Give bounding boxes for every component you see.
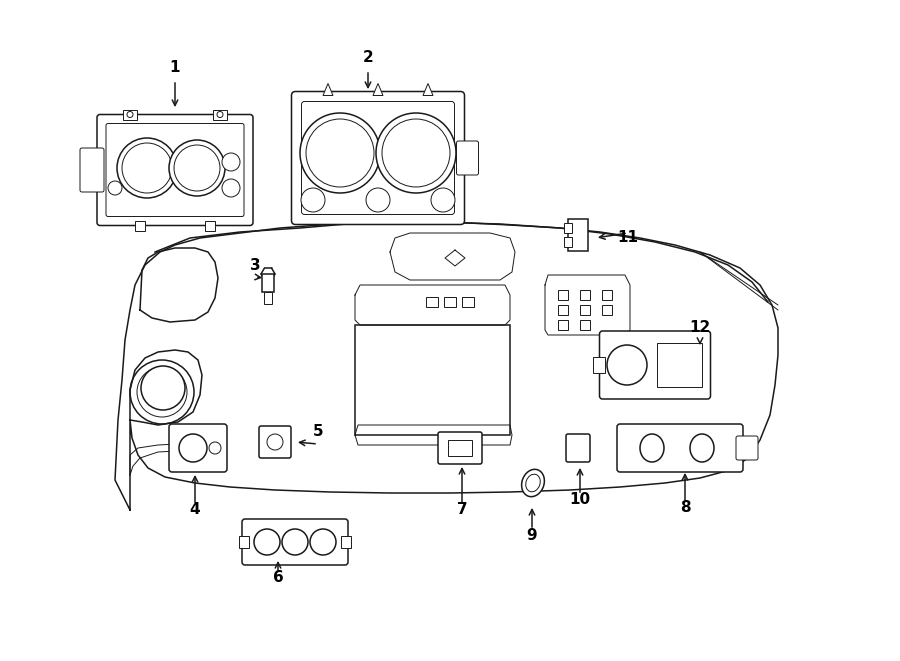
- Bar: [264, 292, 272, 304]
- Circle shape: [122, 143, 172, 193]
- Circle shape: [306, 119, 374, 187]
- Bar: [568, 219, 588, 251]
- Bar: [355, 325, 510, 435]
- Circle shape: [117, 138, 177, 198]
- FancyBboxPatch shape: [617, 424, 743, 472]
- Circle shape: [127, 112, 133, 118]
- Polygon shape: [323, 83, 333, 95]
- Bar: [602, 305, 612, 315]
- Circle shape: [141, 366, 185, 410]
- FancyBboxPatch shape: [259, 426, 291, 458]
- Circle shape: [222, 179, 240, 197]
- Polygon shape: [423, 83, 433, 95]
- Bar: [592, 357, 605, 373]
- Bar: [580, 305, 590, 315]
- Bar: [558, 305, 568, 315]
- Text: 12: 12: [689, 321, 711, 336]
- Bar: [444, 297, 456, 307]
- Bar: [426, 297, 438, 307]
- Circle shape: [254, 529, 280, 555]
- Bar: [135, 221, 145, 231]
- FancyBboxPatch shape: [80, 148, 104, 192]
- Text: 3: 3: [249, 258, 260, 272]
- Circle shape: [174, 145, 220, 191]
- Circle shape: [222, 153, 240, 171]
- Text: 11: 11: [617, 231, 638, 245]
- FancyBboxPatch shape: [736, 436, 758, 460]
- Circle shape: [108, 181, 122, 195]
- Bar: [564, 237, 572, 247]
- Circle shape: [137, 367, 187, 417]
- Text: 4: 4: [190, 502, 201, 518]
- Ellipse shape: [640, 434, 664, 462]
- Circle shape: [152, 382, 172, 402]
- Circle shape: [179, 434, 207, 462]
- Circle shape: [217, 112, 223, 118]
- Bar: [558, 320, 568, 330]
- Bar: [558, 290, 568, 300]
- Bar: [262, 274, 274, 292]
- Bar: [341, 536, 351, 548]
- FancyBboxPatch shape: [292, 91, 464, 225]
- FancyBboxPatch shape: [97, 114, 253, 225]
- Circle shape: [366, 188, 390, 212]
- Text: 1: 1: [170, 61, 180, 75]
- FancyBboxPatch shape: [599, 331, 710, 399]
- Text: 2: 2: [363, 50, 374, 65]
- Ellipse shape: [522, 469, 544, 496]
- Bar: [657, 343, 702, 387]
- Bar: [123, 110, 137, 120]
- Bar: [205, 221, 215, 231]
- Text: 5: 5: [312, 424, 323, 440]
- Text: 6: 6: [273, 570, 284, 586]
- FancyBboxPatch shape: [106, 124, 244, 217]
- Circle shape: [301, 188, 325, 212]
- Text: 9: 9: [526, 527, 537, 543]
- Bar: [213, 110, 227, 120]
- Circle shape: [376, 113, 456, 193]
- FancyBboxPatch shape: [169, 424, 227, 472]
- Bar: [239, 536, 249, 548]
- Polygon shape: [373, 83, 383, 95]
- Circle shape: [431, 188, 455, 212]
- Bar: [564, 223, 572, 233]
- Bar: [448, 440, 472, 456]
- Bar: [580, 290, 590, 300]
- Circle shape: [300, 113, 380, 193]
- Circle shape: [382, 119, 450, 187]
- Circle shape: [282, 529, 308, 555]
- Circle shape: [130, 360, 194, 424]
- Circle shape: [267, 434, 283, 450]
- Bar: [580, 320, 590, 330]
- Circle shape: [607, 345, 647, 385]
- FancyBboxPatch shape: [438, 432, 482, 464]
- Text: 8: 8: [680, 500, 690, 516]
- Bar: [462, 297, 474, 307]
- Circle shape: [310, 529, 336, 555]
- Bar: [602, 290, 612, 300]
- FancyBboxPatch shape: [302, 102, 454, 215]
- Circle shape: [169, 140, 225, 196]
- Ellipse shape: [526, 474, 540, 492]
- Text: 7: 7: [456, 502, 467, 518]
- Text: 10: 10: [570, 492, 590, 508]
- FancyBboxPatch shape: [242, 519, 348, 565]
- Ellipse shape: [690, 434, 714, 462]
- Circle shape: [209, 442, 221, 454]
- FancyBboxPatch shape: [566, 434, 590, 462]
- FancyBboxPatch shape: [456, 141, 479, 175]
- Circle shape: [144, 374, 180, 410]
